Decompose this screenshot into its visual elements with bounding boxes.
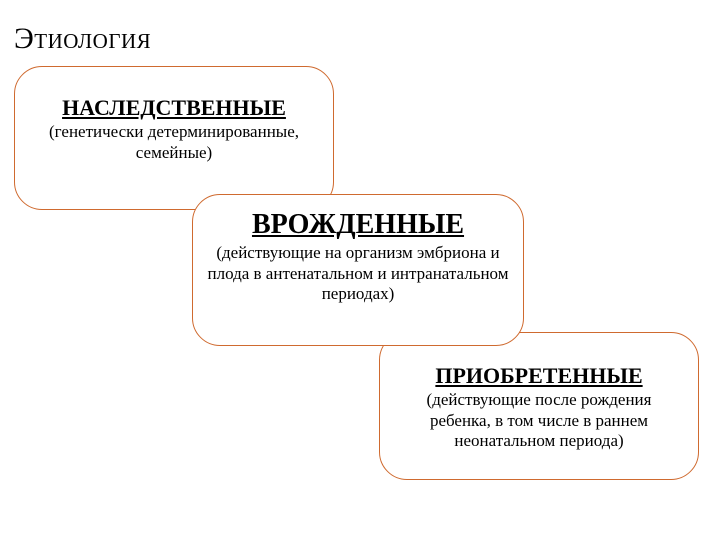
box-congenital-desc: (действующие на организм эмбриона и плод… xyxy=(207,243,509,304)
box-acquired-desc: (действующие после рождения ребенка, в т… xyxy=(394,390,684,451)
slide-title: Этиология xyxy=(14,22,151,56)
box-hereditary-desc: (генетически детерминированные, семейные… xyxy=(29,122,319,163)
box-congenital: ВРОЖДЕННЫЕ (действующие на организм эмбр… xyxy=(192,194,524,346)
box-hereditary-heading: НАСЛЕДСТВЕННЫЕ xyxy=(62,95,286,120)
box-congenital-heading: ВРОЖДЕННЫЕ xyxy=(252,209,464,241)
box-acquired: ПРИОБРЕТЕННЫЕ (действующие после рождени… xyxy=(379,332,699,480)
box-acquired-heading: ПРИОБРЕТЕННЫЕ xyxy=(435,363,642,388)
box-hereditary: НАСЛЕДСТВЕННЫЕ (генетически детерминиров… xyxy=(14,66,334,210)
slide-stage: Этиология НАСЛЕДСТВЕННЫЕ (генетически де… xyxy=(0,0,720,540)
